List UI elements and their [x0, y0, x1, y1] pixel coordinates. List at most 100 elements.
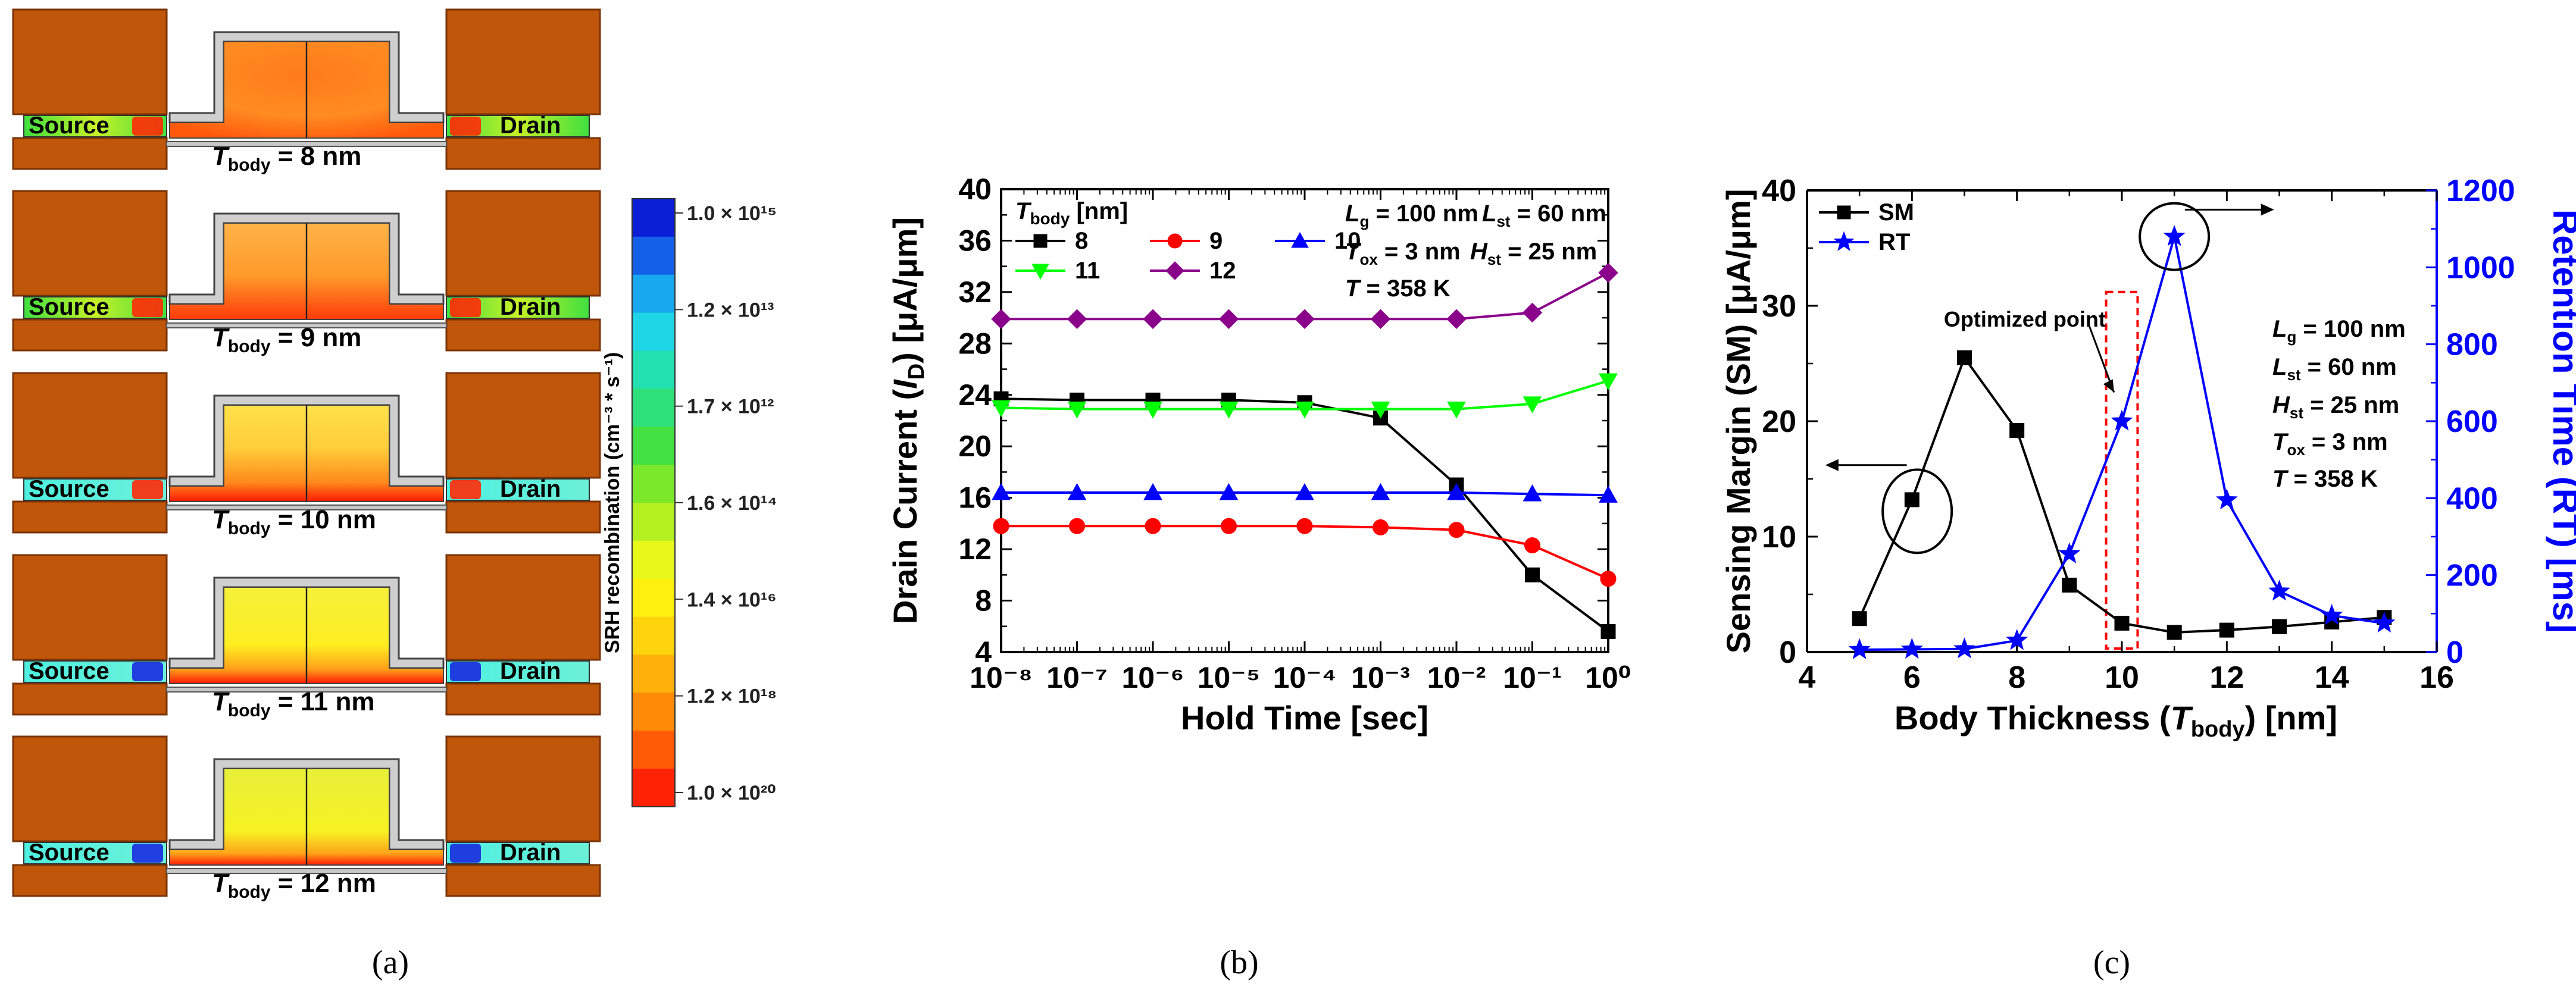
legend-item-SM: SM — [1819, 199, 1914, 225]
data-point — [1599, 373, 1618, 391]
source-contact — [12, 554, 168, 661]
colorbar-title: SRH recombination (cm⁻³ * s⁻¹) — [601, 352, 624, 653]
legend-marker — [1837, 205, 1851, 220]
y-left-tick-label: 0 — [1779, 635, 1796, 670]
y-tick-label: 32 — [958, 275, 992, 309]
data-point — [2006, 629, 2028, 650]
data-point — [2009, 423, 2025, 438]
data-point — [1525, 567, 1540, 582]
optimized-point-label: Optimized point — [1944, 307, 2106, 331]
drain-contact — [445, 554, 601, 661]
source-bottom-block — [12, 318, 168, 352]
data-point — [1296, 518, 1313, 534]
srh-colorbar: 1.0 × 10¹⁵ 1.2 × 10¹³ 1.7 × 10¹² 1.6 × 10¹⁴… — [601, 198, 777, 807]
colorbar-band — [632, 427, 675, 466]
drain-junction — [450, 298, 481, 317]
y-right-tick-label: 1000 — [2446, 250, 2515, 285]
caption-letter: b — [1231, 944, 1248, 981]
drain-bottom-block — [445, 137, 601, 170]
y-left-axis-label: Sensing Margin (SM) [μA/μm] — [1720, 189, 1757, 654]
colorbar-band — [632, 503, 675, 541]
colorbar-band — [632, 578, 675, 618]
y-tick-label: 40 — [958, 173, 992, 206]
bottom-oxide — [166, 141, 447, 147]
colorbar-tick-label: 1.2 × 10¹⁸ — [687, 685, 777, 708]
bottom-oxide — [166, 322, 447, 328]
param-4: T = 358 K — [2272, 466, 2378, 492]
drain-contact — [445, 8, 601, 115]
y-axis-label: Drain Current (ID) [μA/μm] — [886, 217, 929, 624]
series-8 — [993, 391, 1616, 639]
data-point — [1953, 637, 1975, 659]
y-tick-label: 16 — [958, 481, 992, 515]
colorbar-band — [632, 654, 675, 694]
device-map-tbody-8: Source Drain Tbody = 8 nm — [12, 8, 601, 175]
y-right-tick-label: 200 — [2446, 559, 2498, 593]
legend: Tbody [nm]8 9 10 11 12 — [1015, 198, 1361, 284]
drain-label: Drain — [500, 839, 561, 866]
drain-contact — [445, 372, 601, 479]
caption-letter: a — [383, 944, 398, 981]
legend-item-12: 12 — [1150, 258, 1236, 284]
data-point — [2058, 542, 2081, 563]
data-point — [1957, 350, 1972, 365]
data-point — [1295, 482, 1314, 500]
legend-label: SM — [1878, 199, 1914, 225]
device-map-tbody-11: Source Drain Tbody = 11 nm — [12, 554, 601, 720]
y-tick-label: 28 — [958, 327, 992, 360]
legend-item-9: 9 — [1150, 228, 1223, 254]
legend-marker — [1165, 261, 1184, 280]
legend-label: 11 — [1075, 258, 1100, 284]
bottom-oxide — [166, 687, 447, 693]
y-tick-label: 8 — [975, 584, 992, 618]
y-tick-label: 36 — [958, 224, 992, 257]
optimized-point-arrow — [2087, 321, 2115, 393]
data-point — [1219, 482, 1239, 500]
series-10 — [992, 482, 1618, 503]
data-point — [2114, 616, 2130, 631]
legend-marker — [1033, 234, 1048, 248]
data-point — [2268, 579, 2290, 601]
drain-bottom-block — [445, 318, 601, 352]
data-point — [1067, 309, 1087, 329]
data-point — [1143, 309, 1163, 329]
x-axis-label: Body Thickness (Tbody) [nm] — [1895, 699, 2337, 742]
source-bottom-block — [12, 500, 168, 534]
data-point — [992, 482, 1011, 500]
x-tick-label: 10⁻⁵ — [1198, 661, 1261, 694]
x-tick-label: 10⁻⁴ — [1273, 661, 1337, 694]
data-point — [1600, 623, 1616, 639]
device-map-tbody-9: Source Drain Tbody = 9 nm — [12, 190, 601, 356]
source-bottom-block — [12, 682, 168, 716]
param-2: Hst = 25 nm — [2272, 392, 2399, 422]
data-point — [1295, 309, 1315, 329]
legend-label: 9 — [1209, 228, 1223, 254]
data-point — [2167, 625, 2182, 640]
tbody-label: Tbody = 12 nm — [212, 869, 376, 902]
data-point — [1523, 484, 1542, 502]
series-12 — [991, 262, 1618, 329]
caption-c: (c) — [2093, 944, 2130, 981]
data-point — [1447, 402, 1466, 419]
source-label: Source — [29, 658, 110, 684]
sm-axis-indicator-circle — [1881, 468, 1953, 554]
legend-label: 12 — [1209, 258, 1236, 284]
colorbar-band — [632, 616, 675, 656]
colorbar-band — [632, 350, 675, 390]
tbody-label: Tbody = 11 nm — [212, 687, 374, 720]
param-temp: T = 358 K — [1345, 275, 1450, 302]
series-11 — [992, 373, 1618, 419]
source-label: Source — [29, 112, 110, 139]
drain-contact — [445, 735, 601, 842]
data-point — [2373, 612, 2396, 633]
colorbar-band — [632, 199, 675, 237]
x-tick-label: 6 — [1903, 660, 1921, 695]
data-point — [992, 400, 1011, 418]
source-label: Source — [29, 839, 110, 866]
drain-bottom-block — [445, 864, 601, 897]
x-tick-label: 10⁻⁷ — [1046, 661, 1108, 694]
y-right-tick-label: 1200 — [2446, 174, 2515, 208]
data-point — [1221, 518, 1237, 534]
legend-label: 8 — [1075, 228, 1088, 254]
